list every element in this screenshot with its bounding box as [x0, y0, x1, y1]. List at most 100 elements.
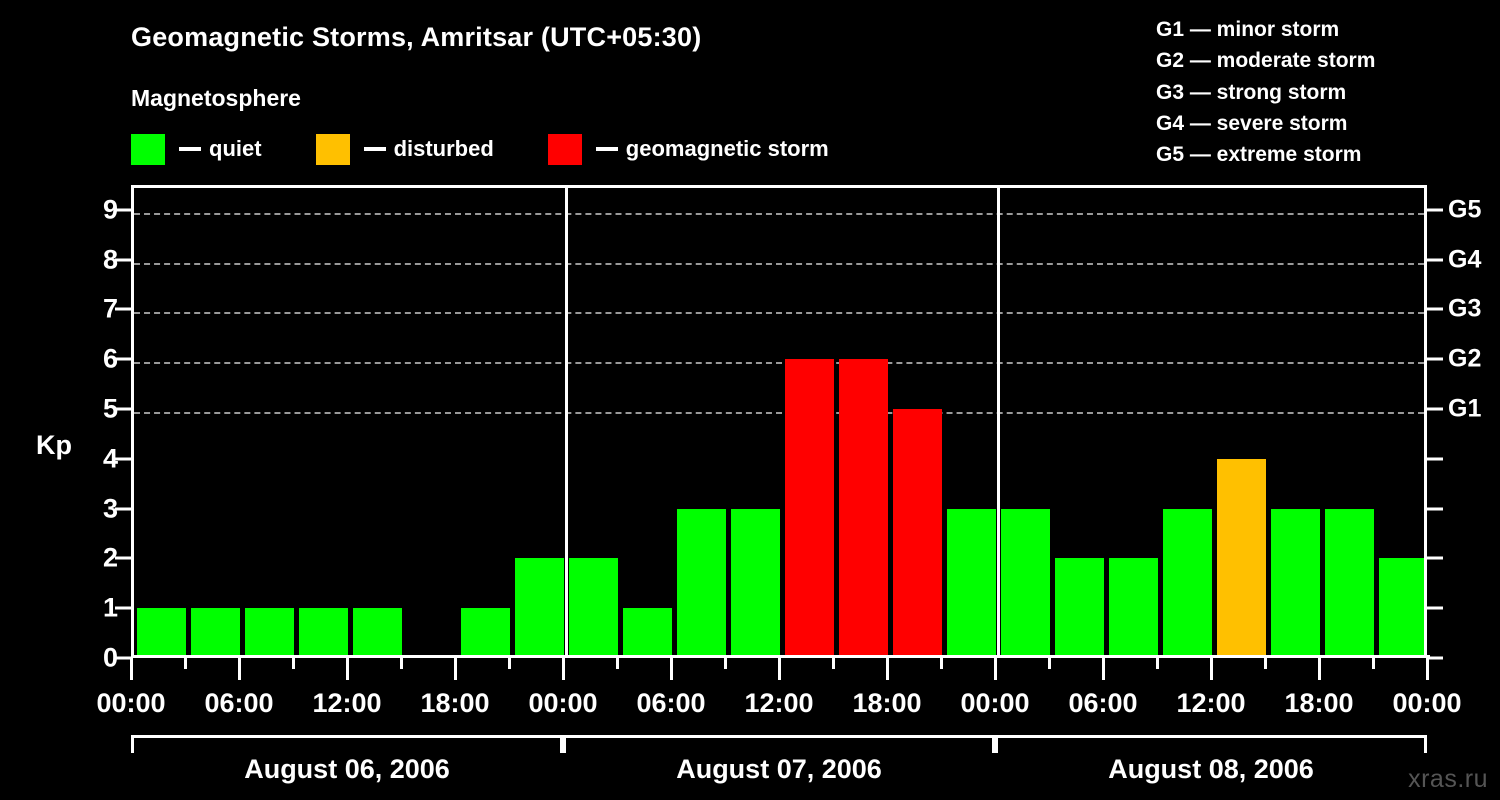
kp-bar[interactable]: [730, 508, 780, 658]
kp-bar[interactable]: [1324, 508, 1374, 658]
kp-bar[interactable]: [514, 558, 564, 658]
day-bracket: [563, 735, 995, 753]
kp-bar[interactable]: [1000, 508, 1050, 658]
plot-inner: [134, 188, 1424, 658]
x-tick: [1047, 658, 1051, 669]
x-tick-label: 12:00: [1176, 688, 1246, 718]
y-tick-mark-5: [115, 407, 131, 411]
kp-bar[interactable]: [1054, 558, 1104, 658]
kp-bar[interactable]: [568, 558, 618, 658]
x-tick: [1317, 658, 1321, 680]
y-tick-mark-7: [115, 307, 131, 311]
x-tick: [777, 658, 781, 680]
kp-bar[interactable]: [190, 608, 240, 658]
day-bracket: [995, 735, 1427, 753]
kp-bar[interactable]: [892, 409, 942, 658]
legend-entry-quiet: quiet: [131, 133, 262, 165]
g-legend-row-g1: G1 — minor storm: [1156, 18, 1340, 41]
g-tick-label-g4: G4: [1448, 245, 1482, 274]
gridline-kp-8: [134, 262, 1424, 265]
g-tick-label-g1: G1: [1448, 394, 1482, 423]
y-tick-label-8: 8: [102, 244, 118, 275]
g-tick-mark-kp-7: [1427, 307, 1443, 311]
day-label: August 07, 2006: [676, 754, 882, 784]
g-tick-mark-kp-0: [1427, 656, 1443, 660]
y-tick-label-3: 3: [102, 493, 118, 524]
y-tick-label-6: 6: [102, 343, 118, 374]
y-tick-label-7: 7: [102, 293, 118, 324]
kp-bar[interactable]: [838, 359, 888, 658]
x-tick-label: 18:00: [852, 688, 922, 718]
x-tick: [399, 658, 403, 669]
x-tick: [615, 658, 619, 669]
magnetosphere-label: Magnetosphere: [131, 85, 301, 111]
kp-bar[interactable]: [1378, 558, 1424, 658]
x-tick: [723, 658, 727, 669]
x-tick: [1209, 658, 1213, 680]
y-tick-label-5: 5: [102, 393, 118, 424]
legend-entry-disturbed: disturbed: [315, 133, 494, 165]
day-label: August 06, 2006: [244, 754, 450, 784]
x-tick-label: 12:00: [744, 688, 814, 718]
x-tick: [1425, 658, 1429, 680]
kp-bar[interactable]: [946, 508, 996, 658]
x-tick: [1263, 658, 1267, 669]
g-tick-mark-kp-5: [1427, 407, 1443, 411]
g-tick-label-g5: G5: [1448, 195, 1482, 224]
y-tick-mark-4: [115, 457, 131, 461]
legend-label-quiet: quiet: [209, 136, 262, 161]
x-tick: [1371, 658, 1375, 669]
x-tick: [129, 658, 133, 680]
legend-entry-storm: geomagnetic storm: [547, 133, 829, 165]
day-separator: [564, 188, 568, 658]
g-tick-label-g2: G2: [1448, 344, 1482, 373]
g-legend-row-g5: G5 — extreme storm: [1156, 143, 1362, 167]
kp-bar[interactable]: [1162, 508, 1212, 658]
kp-bar[interactable]: [1108, 558, 1158, 658]
day-label: August 08, 2006: [1108, 754, 1314, 784]
disturbed-swatch-icon: [315, 133, 350, 165]
x-tick: [345, 658, 349, 680]
kp-bar[interactable]: [784, 359, 834, 658]
y-tick-mark-2: [115, 556, 131, 560]
color-legend: quiet disturbed geomagnetic storm: [131, 131, 829, 167]
x-tick: [507, 658, 511, 669]
g-scale-legend: G1 — minor storm G2 — moderate storm G3 …: [1156, 14, 1486, 170]
storm-swatch-icon: [547, 133, 582, 165]
gridline-kp-6: [134, 362, 1424, 365]
kp-bar[interactable]: [136, 608, 186, 658]
x-tick: [669, 658, 673, 680]
day-bracket: [131, 735, 563, 753]
x-tick: [183, 658, 187, 669]
quiet-swatch-icon: [131, 133, 165, 165]
g-legend-row-g2: G2 — moderate storm: [1156, 49, 1376, 73]
g-tick-mark-kp-2: [1427, 556, 1443, 560]
kp-bar[interactable]: [460, 608, 510, 658]
bars-layer: [134, 188, 1424, 658]
y-tick-mark-8: [115, 258, 131, 262]
g-tick-mark-kp-1: [1427, 606, 1443, 610]
kp-bar[interactable]: [1270, 508, 1320, 658]
y-tick-label-9: 9: [102, 194, 118, 225]
y-axis-title: Kp: [36, 430, 72, 460]
gridline-kp-9: [134, 212, 1424, 215]
kp-bar[interactable]: [1216, 458, 1266, 658]
y-tick-mark-1: [115, 606, 131, 610]
x-tick-label: 18:00: [420, 688, 490, 718]
kp-bar[interactable]: [622, 608, 672, 658]
kp-bar[interactable]: [676, 508, 726, 658]
x-tick-label: 00:00: [96, 688, 166, 718]
x-tick: [885, 658, 889, 680]
x-tick-label: 00:00: [1392, 688, 1462, 718]
kp-bar[interactable]: [298, 608, 348, 658]
x-tick-label: 06:00: [204, 688, 274, 718]
y-tick-label-2: 2: [102, 542, 118, 573]
g-tick-mark-kp-6: [1427, 357, 1443, 361]
kp-bar[interactable]: [352, 608, 402, 658]
x-tick: [237, 658, 241, 680]
gridline-kp-7: [134, 312, 1424, 315]
kp-bar[interactable]: [244, 608, 294, 658]
y-tick-mark-0: [115, 656, 131, 660]
x-tick: [453, 658, 457, 680]
x-tick: [1101, 658, 1105, 680]
